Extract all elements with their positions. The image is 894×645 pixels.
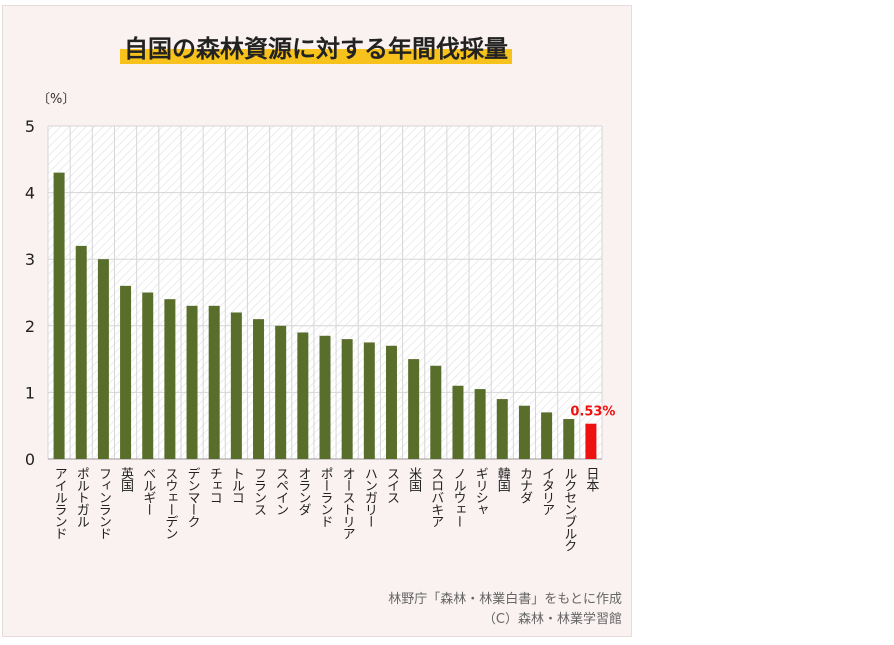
bar [363,342,375,459]
bar [496,399,508,459]
x-tick-label: スウェーデン [162,467,177,539]
bar [385,345,397,459]
x-tick-label: デンマーク [185,467,200,528]
x-tick-label: 韓国 [495,467,511,492]
chart-title: 自国の森林資源に対する年間伐採量 [120,34,512,64]
x-tick-label: ポルトガル [74,467,89,527]
bar [208,305,220,459]
bar [164,299,176,459]
x-tick-label: 日本 [583,467,599,492]
copyright-line: （C）森林・林業学習館 [482,612,622,627]
x-tick-label: スロバキア [428,467,444,528]
bar [253,319,265,459]
bar [53,172,65,459]
bar [518,405,530,459]
bar [275,325,287,459]
x-tick-label: フランス [251,467,266,516]
x-tick-label: ハンガリー [362,467,377,527]
bar [186,305,198,459]
bar [319,335,331,459]
bar [452,385,464,459]
y-tick-label: 2 [25,317,35,336]
y-tick-label: 1 [25,383,35,402]
bar [75,245,87,459]
x-tick-label: イタリア [539,467,554,516]
x-tick-label: アイルランド [52,467,67,539]
x-tick-label: トルコ [229,467,244,503]
y-tick-label: 5 [25,117,35,136]
x-tick-label: スペイン [273,467,289,515]
x-tick-label: オランダ [295,467,310,516]
x-tick-label: カナダ [517,467,532,504]
x-tick-label: ポーランド [318,467,333,527]
x-tick-label: ギリシャ [473,467,488,515]
bar [142,292,154,459]
y-tick-label: 3 [25,250,35,269]
y-axis-unit: 〔%〕 [37,92,76,107]
bar [341,339,353,459]
bar [563,419,575,459]
source-line: 林野庁「森林・林業白書」をもとに作成 [388,592,622,607]
x-tick-label: スイス [384,467,399,504]
x-tick-label: フィンランド [96,467,111,539]
x-tick-label: ノルウェー [450,467,465,527]
bar [97,259,109,459]
bar [430,365,442,459]
y-tick-label: 4 [25,184,35,203]
bar [474,389,486,459]
bar [297,332,309,459]
bar [408,359,420,459]
x-tick-label: 米国 [406,467,422,492]
x-tick-label: 英国 [118,467,134,492]
bar-highlight [585,423,597,459]
bar [230,312,242,459]
x-tick-label: チェコ [207,467,222,503]
source-note: 林野庁「森林・林業白書」をもとに作成 （C）森林・林業学習館 [388,590,622,630]
data-label: 0.53% [570,405,615,420]
y-tick-label: 0 [25,450,35,469]
x-tick-label: オーストリア [340,467,355,540]
x-tick-label: ベルギー [140,467,156,515]
bar [120,285,132,459]
bar [541,412,553,459]
x-tick-label: ルクセンブルク [561,467,577,552]
